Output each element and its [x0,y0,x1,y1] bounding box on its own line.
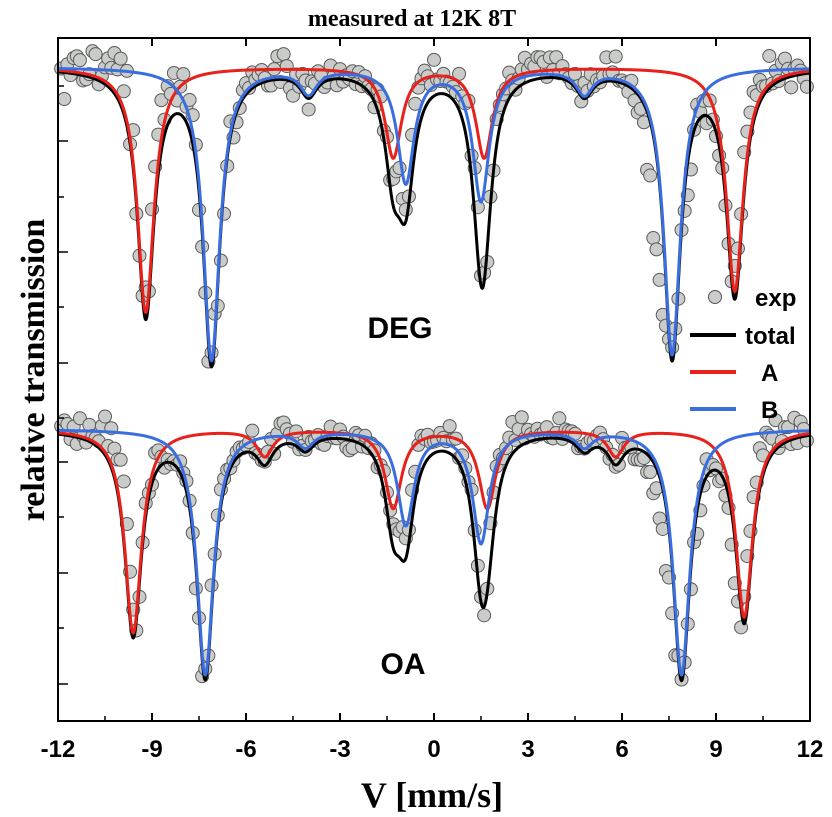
legend-label-exp: exp [755,285,796,312]
legend-swatch-exp [708,290,722,304]
exp-point-oa [477,608,492,623]
exp-point-deg [398,202,413,217]
exp-point-deg [608,49,623,64]
exp-point-deg [276,47,291,62]
x-tick-label: -9 [141,736,162,763]
plot-frame [57,37,811,722]
exp-point-oa [768,413,783,428]
exp-point-deg [643,168,658,183]
exp-point-deg [176,67,191,82]
exp-point-deg [88,47,103,62]
exp-point-oa [442,419,457,434]
exp-point-deg [762,48,777,63]
legend-label-a: A [761,360,778,387]
exp-point-oa [552,411,567,426]
total-curve-oa [56,432,812,683]
exp-point-oa [98,409,112,424]
exp-point-deg [57,91,72,106]
exp-point-oa [116,474,131,489]
y-axis-label: relative transmission [15,219,52,522]
exp-point-deg [72,53,87,68]
legend-label-b: B [761,397,778,424]
x-tick-label: 9 [709,736,722,763]
axis-ticks: -12 -9 -6 -3 0 3 6 9 12 [41,38,824,763]
legend: exp total A B [690,285,796,424]
exp-point-deg [784,80,799,95]
x-tick-label: 12 [797,736,824,763]
subspectrum-a-curve-deg [56,67,812,314]
x-tick-label: -12 [41,736,76,763]
exp-point-oa [289,424,304,439]
subspectrum-b-curve-deg [56,67,812,363]
exp-point-deg [301,102,316,117]
x-axis-label: V [mm/s] [361,775,503,815]
panel-label-deg: DEG [367,312,432,345]
chart-title: measured at 12K 8T [308,6,516,32]
exp-point-deg [113,51,128,66]
subspectrum-b-curve-oa [56,428,812,677]
exp-point-deg [649,242,664,257]
exp-point-deg [213,253,228,268]
exp-point-oa [113,452,128,467]
x-tick-label: -3 [329,736,350,763]
exp-point-oa [514,410,529,425]
exp-point-deg [427,52,441,67]
exp-point-deg [217,206,232,221]
exp-point-oa [245,423,260,438]
legend-label-total: total [745,323,796,350]
plot-area [54,44,814,687]
x-tick-label: 3 [521,736,534,763]
x-tick-label: 0 [427,736,440,763]
panel-label-oa: OA [381,648,426,681]
exp-point-deg [799,79,814,94]
x-tick-label: 6 [615,736,628,763]
exp-point-deg [116,84,131,99]
exp-point-deg [392,161,407,176]
x-tick-label: -6 [235,736,256,763]
subspectrum-a-curve-oa [56,430,812,635]
